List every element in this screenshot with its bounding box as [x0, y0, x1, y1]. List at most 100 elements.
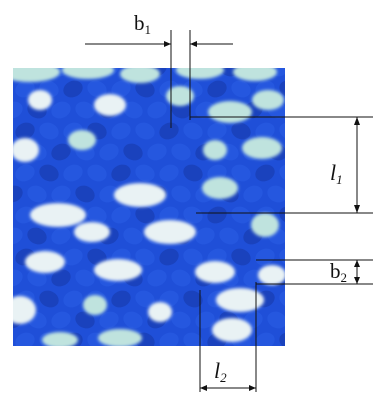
knit-loop: [135, 80, 155, 98]
knit-loop: [255, 164, 275, 182]
yarn-float: [203, 140, 227, 160]
knit-loop: [207, 206, 227, 224]
knit-loop: [99, 143, 119, 161]
knit-loop: [15, 80, 35, 98]
knit-loop: [111, 122, 131, 140]
yarn-float: [94, 259, 142, 281]
yarn-float: [176, 68, 224, 79]
yarn-float: [216, 288, 264, 312]
knit-loop: [171, 185, 191, 203]
yarn-float: [212, 318, 252, 342]
knit-loop: [183, 290, 203, 308]
knit-loop: [147, 143, 167, 161]
knit-loop: [255, 248, 275, 266]
knit-loop: [207, 80, 227, 98]
knit-loop: [51, 227, 71, 245]
knit-loop: [279, 332, 285, 346]
knit-loop: [15, 164, 35, 182]
knit-loop: [279, 248, 285, 266]
knit-loop: [243, 269, 263, 287]
knit-loop: [279, 122, 285, 140]
knit-loop: [13, 227, 23, 245]
knit-loop: [183, 206, 203, 224]
yarn-float: [13, 138, 39, 162]
knit-loop: [231, 122, 251, 140]
knit-loop: [123, 143, 143, 161]
knit-loop: [99, 185, 119, 203]
label-l2: l2: [214, 358, 227, 385]
knit-loop: [63, 290, 83, 308]
knit-loop: [135, 290, 155, 308]
knit-loop: [159, 164, 179, 182]
knit-loop: [231, 206, 251, 224]
dimension-l2: [199, 282, 257, 392]
fabric-yarn-floats: [13, 68, 285, 346]
yarn-float: [208, 101, 252, 123]
yarn-float: [120, 68, 160, 83]
label-b2: b2: [330, 259, 347, 285]
knit-loop: [135, 122, 155, 140]
yarn-float: [114, 183, 166, 207]
knit-loop: [75, 185, 95, 203]
dimension-l1: [190, 116, 373, 214]
yarn-float: [252, 90, 284, 110]
knit-loop: [231, 248, 251, 266]
knit-loop: [15, 206, 35, 224]
knit-loop: [75, 101, 95, 119]
yarn-float: [83, 295, 107, 315]
knit-loop: [171, 143, 191, 161]
knit-loop: [159, 332, 179, 346]
knit-loop: [39, 164, 59, 182]
knit-loop: [279, 80, 285, 98]
knit-loop: [279, 290, 285, 308]
knit-loop: [51, 269, 71, 287]
knit-loop: [135, 248, 155, 266]
knit-loop: [231, 80, 251, 98]
knit-loop: [13, 269, 23, 287]
yarn-float: [94, 94, 126, 116]
knit-loop: [255, 122, 275, 140]
knit-loop: [15, 332, 35, 346]
knit-loop: [111, 206, 131, 224]
yarn-float: [68, 130, 96, 150]
knit-loop: [39, 290, 59, 308]
yarn-float: [42, 332, 78, 346]
knit-loop: [159, 248, 179, 266]
knit-loop: [63, 248, 83, 266]
knit-loop: [159, 122, 179, 140]
yarn-float: [74, 222, 110, 242]
knit-loop: [135, 206, 155, 224]
yarn-float: [233, 68, 277, 81]
yarn-float: [166, 86, 194, 106]
knit-loop: [87, 80, 107, 98]
yarn-float: [62, 68, 114, 79]
knit-loop: [87, 248, 107, 266]
yarn-float: [242, 137, 282, 159]
knit-loop: [27, 269, 47, 287]
knit-loop: [75, 269, 95, 287]
knit-loop: [171, 269, 191, 287]
knit-loop: [123, 101, 143, 119]
knit-loop: [183, 332, 203, 346]
knit-loop: [63, 80, 83, 98]
knit-loop: [279, 206, 285, 224]
knit-loop: [231, 164, 251, 182]
knit-loop: [123, 227, 143, 245]
knit-loop: [99, 311, 119, 329]
knit-loop: [279, 164, 285, 182]
knit-loop: [13, 101, 23, 119]
dimension-b2: [256, 259, 373, 285]
knit-loop: [51, 143, 71, 161]
knit-loop: [51, 101, 71, 119]
knit-loop: [51, 311, 71, 329]
label-l1: l1: [330, 160, 343, 187]
yarn-float: [202, 177, 238, 199]
dimension-b1: [85, 30, 233, 128]
knit-loop: [75, 311, 95, 329]
fabric-photo: [13, 68, 285, 346]
knit-loop: [267, 185, 285, 203]
knit-loop: [195, 227, 215, 245]
knit-loop: [27, 227, 47, 245]
yarn-float: [251, 213, 279, 237]
